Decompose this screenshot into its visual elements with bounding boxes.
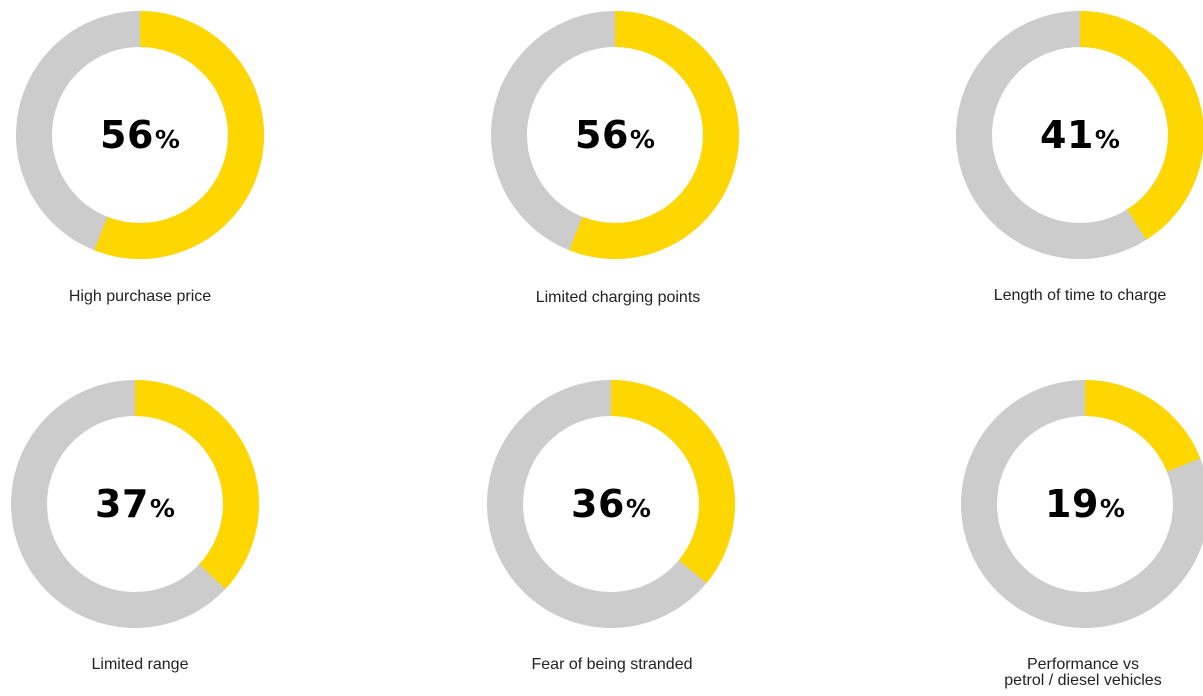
donut-svg-4 <box>487 380 735 628</box>
donut-arc-2 <box>956 11 1203 259</box>
value-unit-1: % <box>629 124 655 154</box>
donut-svg-2 <box>956 11 1203 259</box>
donut-svg-0 <box>16 11 264 259</box>
value-unit-0: % <box>154 124 180 154</box>
donut-svg-1 <box>491 11 739 259</box>
caption-0: High purchase price <box>0 289 280 305</box>
donut-arc-1 <box>491 11 739 259</box>
value-unit-4: % <box>625 493 651 523</box>
value-number-3: 37 <box>95 482 149 526</box>
caption-1: Limited charging points <box>478 290 758 306</box>
caption-4: Fear of being stranded <box>472 657 752 673</box>
caption-line: Limited range <box>91 656 189 673</box>
value-number-2: 41 <box>1040 113 1094 157</box>
value-unit-5: % <box>1099 493 1125 523</box>
donut-svg-3 <box>11 380 259 628</box>
donut-svg-5 <box>961 380 1203 628</box>
value-label-1: 56% <box>490 10 740 260</box>
donut-arc-5 <box>961 380 1203 628</box>
donut-chart-0: 56% <box>15 10 265 260</box>
caption-line: Limited charging points <box>535 289 701 306</box>
caption-line: Performance vs <box>1026 656 1140 673</box>
caption-line: Length of time to charge <box>993 287 1167 304</box>
caption-3: Limited range <box>0 657 280 673</box>
value-label-0: 56% <box>15 10 265 260</box>
value-number-5: 19 <box>1045 482 1099 526</box>
caption-line: petrol / diesel vehicles <box>1004 672 1162 689</box>
value-number-1: 56 <box>575 113 629 157</box>
value-number-4: 36 <box>571 482 625 526</box>
value-unit-2: % <box>1094 124 1120 154</box>
value-label-4: 36% <box>486 379 736 629</box>
caption-2: Length of time to charge <box>940 288 1203 304</box>
donut-arc-3 <box>11 380 259 628</box>
caption-line: Fear of being stranded <box>531 656 693 673</box>
caption-line: High purchase price <box>68 288 212 305</box>
donut-arc-4 <box>487 380 735 628</box>
value-label-5: 19% <box>960 379 1203 629</box>
donut-chart-1: 56% <box>490 10 740 260</box>
value-label-3: 37% <box>10 379 260 629</box>
value-label-2: 41% <box>955 10 1203 260</box>
donut-chart-4: 36% <box>486 379 736 629</box>
value-number-0: 56 <box>100 113 154 157</box>
donut-chart-5: 19% <box>960 379 1203 629</box>
donut-chart-2: 41% <box>955 10 1203 260</box>
value-unit-3: % <box>149 493 175 523</box>
donut-arc-0 <box>16 11 264 259</box>
donut-chart-3: 37% <box>10 379 260 629</box>
caption-5: Performance vs petrol / diesel vehicles <box>943 657 1203 689</box>
